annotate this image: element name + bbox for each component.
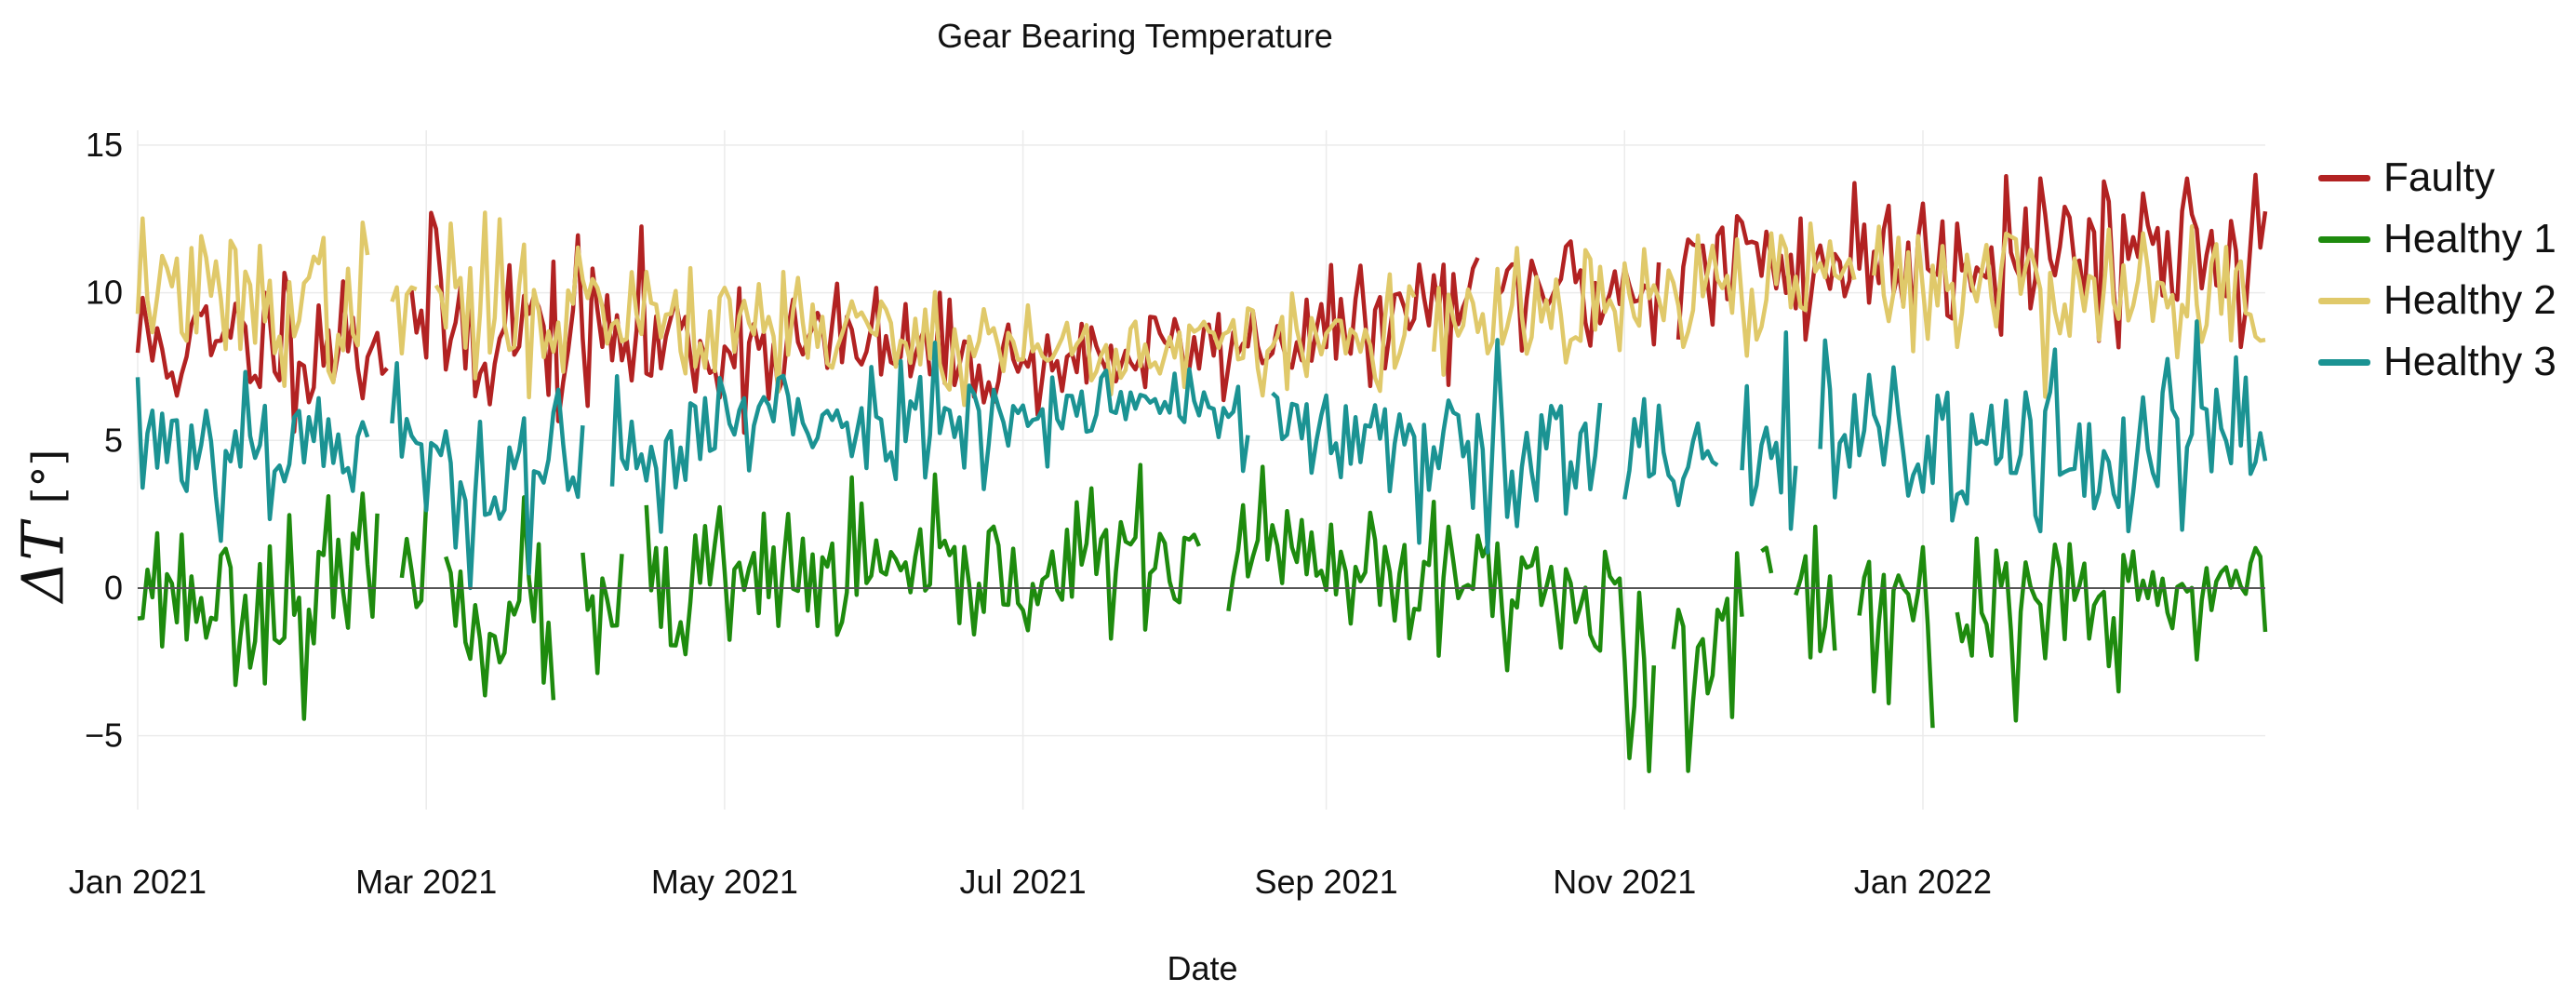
- legend-swatch: [2318, 174, 2370, 181]
- x-axis-label: Date: [1167, 949, 1238, 987]
- legend-swatch: [2318, 358, 2370, 366]
- x-tick-label: Jan 2021: [69, 863, 207, 901]
- legend-item[interactable]: Healthy 2: [2318, 270, 2556, 331]
- legend: Faulty Healthy 1 Healthy 2 Healthy 3: [2318, 147, 2556, 393]
- y-tick-label: 10: [86, 274, 123, 312]
- y-tick-label: 5: [104, 421, 123, 459]
- legend-item[interactable]: Healthy 1: [2318, 208, 2556, 270]
- y-tick-label: 15: [86, 126, 123, 164]
- x-tick-label: Jan 2022: [1854, 863, 1992, 901]
- legend-label: Healthy 2: [2383, 277, 2556, 323]
- y-tick-label: 0: [104, 569, 123, 607]
- legend-swatch: [2318, 235, 2370, 243]
- x-tick-label: Mar 2021: [355, 863, 497, 901]
- legend-item[interactable]: Faulty: [2318, 147, 2556, 208]
- legend-label: Faulty: [2383, 154, 2495, 200]
- series-line-healthy-3: [135, 319, 2268, 591]
- chart-title: Gear Bearing Temperature: [937, 17, 1333, 55]
- legend-swatch: [2318, 297, 2370, 304]
- x-tick-label: Sep 2021: [1254, 863, 1397, 901]
- legend-item[interactable]: Healthy 3: [2318, 331, 2556, 393]
- x-tick-label: Jul 2021: [960, 863, 1087, 901]
- y-tick-label: −5: [85, 717, 123, 755]
- x-tick-label: May 2021: [651, 863, 798, 901]
- series-line-healthy-2: [135, 210, 2266, 408]
- legend-label: Healthy 1: [2383, 216, 2556, 261]
- x-tick-label: Nov 2021: [1553, 863, 1696, 901]
- legend-label: Healthy 3: [2383, 339, 2556, 384]
